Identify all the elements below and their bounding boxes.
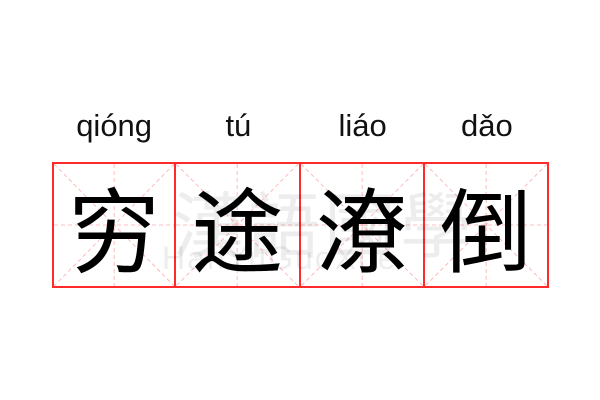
grid-cell-3: 潦 <box>300 162 425 288</box>
character-grid: 穷 途 潦 倒 <box>52 162 549 288</box>
pinyin-row: qióng tú liáo dǎo <box>52 106 549 146</box>
grid-cell-1: 穷 <box>52 162 177 288</box>
pinyin-3: liáo <box>338 108 387 143</box>
character-4: 倒 <box>439 179 532 287</box>
character-3: 潦 <box>315 179 408 287</box>
pinyin-2: tú <box>225 108 252 143</box>
grid-cell-2: 途 <box>176 162 301 288</box>
grid-guides <box>54 164 174 286</box>
character-2: 途 <box>191 179 284 287</box>
pinyin-1: qióng <box>76 108 153 143</box>
character-1: 穷 <box>68 179 161 287</box>
grid-guides <box>425 164 547 286</box>
grid-guides <box>176 164 298 286</box>
pinyin-4: dǎo <box>461 108 513 143</box>
grid-guides <box>301 164 423 286</box>
grid-cell-4: 倒 <box>424 162 549 288</box>
